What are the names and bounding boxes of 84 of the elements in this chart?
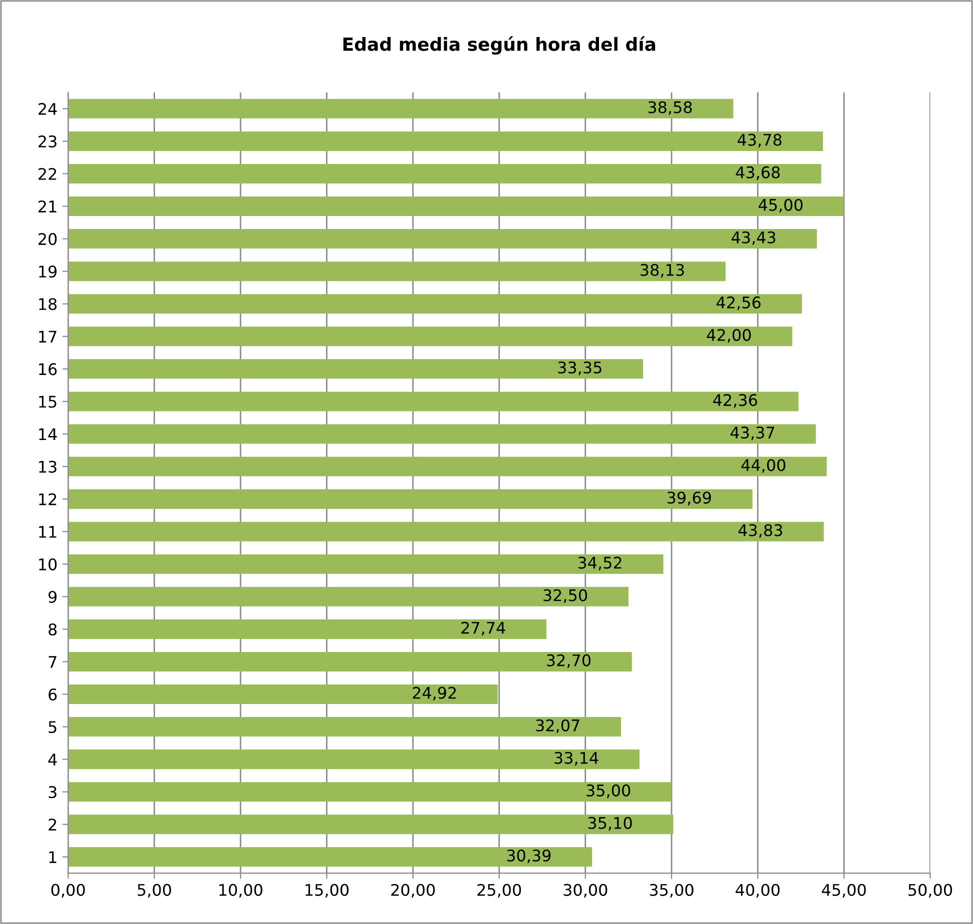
bar [68,392,798,412]
y-tick-label: 8 [48,623,57,636]
bar [68,522,824,542]
x-tick-label: 30,00 [564,884,608,898]
bar [68,814,674,834]
data-label: 27,74 [461,622,506,636]
bar [68,131,823,151]
data-label: 44,00 [741,459,786,473]
y-tick-label: 11 [39,526,56,538]
data-label: 30,39 [507,849,551,864]
x-tick-label: 15,00 [306,884,349,898]
y-tick-label: 14 [39,428,57,440]
bar [68,164,822,184]
data-label: 32,07 [536,719,580,734]
data-label: 43,68 [736,166,780,180]
y-tick-label: 17 [39,330,56,342]
data-label: 43,43 [732,231,776,246]
y-tick-label: 20 [38,233,57,246]
y-tick-label: 9 [48,590,57,603]
bar [68,586,628,606]
data-label: 38,58 [648,101,692,115]
chart-title: Edad media según hora del día [343,36,656,55]
bar [68,684,498,704]
bar [68,326,792,346]
x-tick-label: 0,00 [51,884,85,898]
y-tick-label: 19 [39,266,57,278]
data-label: 38,13 [640,264,684,278]
y-tick-label: 10 [39,558,57,570]
y-tick-label: 6 [48,688,57,701]
bar [68,229,817,249]
y-tick-label: 2 [48,818,56,830]
x-tick-label: 50,00 [908,884,952,898]
bar [68,424,816,444]
data-label: 42,56 [716,296,761,310]
data-label: 39,69 [668,492,711,506]
bar [68,294,802,314]
y-tick-label: 23 [38,135,56,148]
y-tick-label: 13 [39,460,56,473]
y-tick-label: 21 [38,200,56,212]
x-tick-label: 35,00 [650,884,694,898]
data-label: 42,00 [706,328,751,343]
y-tick-label: 15 [39,396,56,408]
data-label: 35,00 [586,784,630,798]
y-tick-label: 18 [39,298,57,310]
data-label: 43,37 [730,426,774,440]
data-label: 42,36 [713,394,758,408]
data-label: 43,78 [738,134,782,148]
data-label: 45,00 [758,198,803,213]
y-tick-label: 7 [48,656,56,668]
bar [68,652,632,672]
bar [68,619,546,639]
y-tick-label: 3 [48,786,56,798]
data-label: 33,35 [558,361,602,376]
bar [68,359,644,379]
data-label: 32,50 [544,589,588,603]
x-tick-label: 40,00 [736,884,780,898]
bar [68,750,640,770]
bar [68,98,734,118]
data-label: 35,10 [588,816,632,831]
x-tick-label: 20,00 [391,884,435,898]
y-tick-label: 24 [38,102,57,115]
data-label: 33,14 [554,752,598,766]
data-label: 32,70 [547,654,590,668]
x-tick-label: 25,00 [477,884,521,898]
y-tick-label: 12 [39,493,56,506]
data-label: 24,92 [412,686,456,701]
bar [68,847,592,867]
y-tick-label: 22 [38,168,56,180]
bar [68,782,672,802]
x-tick-label: 10,00 [219,884,262,898]
bar [68,554,664,574]
bar [68,489,752,509]
bar [68,717,622,737]
data-label: 34,52 [578,556,622,570]
y-tick-label: 1 [49,851,56,863]
bar [68,262,726,282]
data-label: 43,83 [738,524,782,538]
x-tick-label: 5,00 [138,884,172,898]
bar [68,196,844,216]
y-tick-label: 5 [48,721,56,734]
bar [68,456,827,476]
y-tick-label: 4 [48,754,57,766]
y-tick-label: 16 [39,363,57,376]
x-tick-label: 45,00 [822,884,866,898]
